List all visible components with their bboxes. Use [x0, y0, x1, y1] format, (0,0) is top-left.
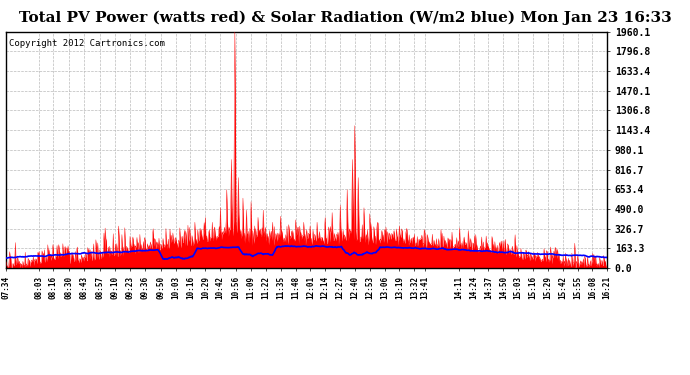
Text: Copyright 2012 Cartronics.com: Copyright 2012 Cartronics.com	[8, 39, 164, 48]
Text: Total PV Power (watts red) & Solar Radiation (W/m2 blue) Mon Jan 23 16:33: Total PV Power (watts red) & Solar Radia…	[19, 10, 671, 25]
